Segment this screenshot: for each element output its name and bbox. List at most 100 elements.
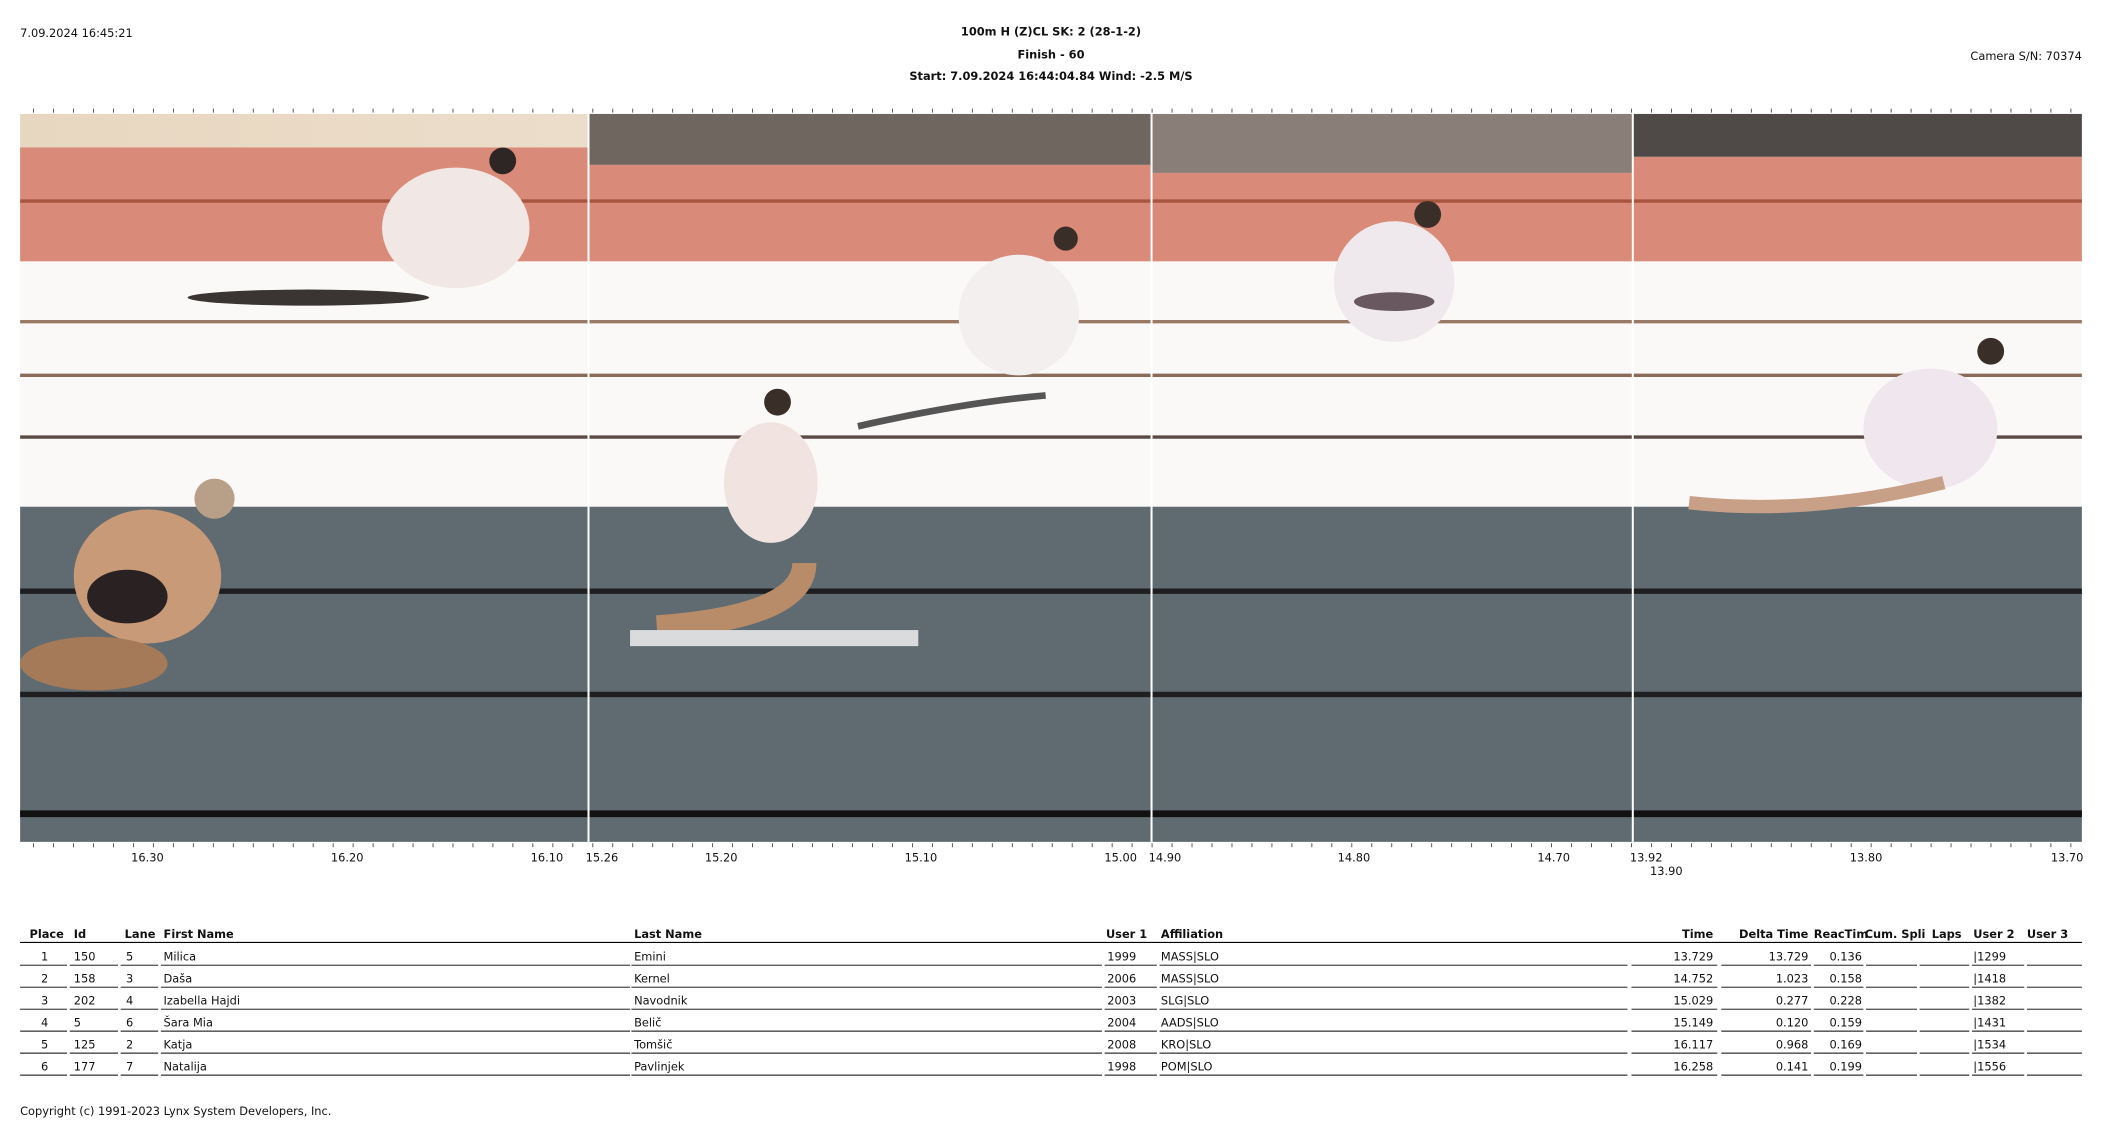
time-label: 13.90 bbox=[1650, 864, 1683, 878]
time-label: 15.20 bbox=[705, 850, 738, 864]
cell: |1431 bbox=[1973, 1016, 2006, 1031]
cell: 1998 bbox=[1107, 1060, 1136, 1074]
segment-dividers bbox=[587, 113, 1634, 842]
cell: 1.023 bbox=[1776, 972, 1809, 986]
cell: Katja bbox=[164, 1038, 193, 1052]
time-label: 15.00 bbox=[1104, 850, 1137, 864]
cell: 150 bbox=[74, 950, 96, 964]
event-title: 100m H (Z)CL SK: 2 (28-1-2) bbox=[961, 25, 1141, 39]
cell: 3 bbox=[41, 994, 48, 1008]
finish-photo bbox=[20, 113, 2082, 842]
cell: Izabella Hajdi bbox=[164, 994, 241, 1008]
cell: Natalija bbox=[164, 1060, 207, 1074]
photo-band bbox=[1151, 113, 1633, 173]
cell: 2 bbox=[126, 1038, 133, 1052]
column-header: User 3 bbox=[2027, 927, 2068, 941]
cell: 0.228 bbox=[1829, 994, 1862, 1008]
cell: 4 bbox=[126, 994, 133, 1008]
copyright: Copyright (c) 1991-2023 Lynx System Deve… bbox=[20, 1104, 331, 1118]
timestamp: 7.09.2024 16:45:21 bbox=[20, 26, 133, 40]
cell: 0.120 bbox=[1776, 1016, 1809, 1030]
column-header: Laps bbox=[1932, 927, 1962, 941]
cell: 158 bbox=[74, 972, 96, 986]
column-header: ReacTim bbox=[1814, 927, 1868, 941]
cell: Šara Mia bbox=[164, 1015, 213, 1030]
cell: 2004 bbox=[1107, 1016, 1136, 1030]
time-scale: 16.30 16.20 16.10 15.26 15.20 15.10 15.00 14.90… bbox=[33, 108, 2084, 878]
cell: 5 bbox=[74, 1016, 81, 1030]
results-table: Place Id Lane First Name Last Name User 1 Affi… bbox=[20, 927, 2082, 1076]
track-red bbox=[1632, 156, 2082, 262]
cell: 1 bbox=[41, 950, 48, 964]
cell: 177 bbox=[74, 1060, 96, 1074]
time-label: 16.30 bbox=[131, 850, 164, 864]
column-header: Last Name bbox=[634, 927, 702, 941]
cell: 2006 bbox=[1107, 972, 1136, 986]
cell: 1999 bbox=[1107, 950, 1136, 964]
cell: 16.117 bbox=[1673, 1038, 1713, 1052]
cell: Navodnik bbox=[634, 994, 688, 1008]
cell: 0.141 bbox=[1776, 1060, 1809, 1074]
column-header: Id bbox=[74, 927, 86, 941]
cell: Belič bbox=[634, 1016, 661, 1030]
time-label: 14.80 bbox=[1338, 850, 1371, 864]
column-header: Lane bbox=[125, 927, 156, 941]
cell: 0.199 bbox=[1829, 1060, 1862, 1074]
cell: Daša bbox=[164, 972, 193, 986]
cell: 16.258 bbox=[1673, 1060, 1713, 1074]
cell: Kernel bbox=[634, 972, 670, 986]
time-label: 15.10 bbox=[905, 850, 938, 864]
cell: 2003 bbox=[1107, 994, 1136, 1008]
cell: Pavlinjek bbox=[634, 1060, 685, 1074]
cell: 3 bbox=[126, 972, 133, 986]
cell: 0.158 bbox=[1829, 972, 1862, 986]
cell: 13.729 bbox=[1769, 950, 1809, 964]
time-label: 13.80 bbox=[1850, 850, 1883, 864]
time-label: 13.92 bbox=[1630, 850, 1663, 864]
time-label: 16.10 bbox=[531, 850, 564, 864]
cell: 0.277 bbox=[1776, 994, 1809, 1008]
cell: 2008 bbox=[1107, 1038, 1136, 1052]
cell: 6 bbox=[41, 1060, 48, 1074]
track-gray bbox=[20, 506, 2082, 842]
cell: 0.136 bbox=[1829, 950, 1862, 964]
column-header: Place bbox=[30, 927, 65, 941]
cell: 13.729 bbox=[1673, 950, 1713, 964]
cell: AADS|SLO bbox=[1161, 1016, 1219, 1031]
event-subtitle: Finish - 60 bbox=[1017, 47, 1084, 61]
time-label: 15.26 bbox=[586, 850, 619, 864]
time-label: 16.20 bbox=[331, 850, 364, 864]
cell: 15.149 bbox=[1673, 1016, 1713, 1030]
cell: 14.752 bbox=[1673, 972, 1713, 986]
cell: 6 bbox=[126, 1016, 133, 1030]
camera-serial: Camera S/N: 70374 bbox=[1970, 49, 2081, 63]
cell: 0.159 bbox=[1829, 1016, 1862, 1030]
column-header: First Name bbox=[164, 927, 234, 941]
column-header: Delta Time bbox=[1739, 927, 1809, 941]
cell: |1534 bbox=[1973, 1038, 2006, 1053]
column-header: Cum. Spli bbox=[1865, 927, 1926, 941]
cell: 125 bbox=[74, 1038, 96, 1052]
cell: SLG|SLO bbox=[1161, 994, 1209, 1009]
cell: MASS|SLO bbox=[1161, 950, 1219, 965]
photo-band bbox=[588, 113, 1152, 165]
cell: |1299 bbox=[1973, 950, 2006, 965]
cell: 0.169 bbox=[1829, 1038, 1862, 1052]
cell: Milica bbox=[164, 950, 197, 964]
photo-band bbox=[1632, 113, 2082, 157]
cell: Emini bbox=[634, 950, 666, 964]
column-header: User 2 bbox=[1973, 927, 2014, 941]
cell: 4 bbox=[41, 1016, 48, 1030]
cell: 202 bbox=[74, 994, 96, 1008]
time-label: 14.90 bbox=[1149, 850, 1182, 864]
cell: 15.029 bbox=[1673, 994, 1713, 1008]
column-header: User 1 bbox=[1106, 927, 1147, 941]
column-header: Affiliation bbox=[1161, 927, 1223, 941]
runners bbox=[20, 147, 2005, 691]
time-label: 13.70 bbox=[2051, 850, 2084, 864]
cell: |1382 bbox=[1973, 994, 2006, 1009]
cell: |1418 bbox=[1973, 972, 2006, 987]
time-label: 14.70 bbox=[1537, 850, 1570, 864]
